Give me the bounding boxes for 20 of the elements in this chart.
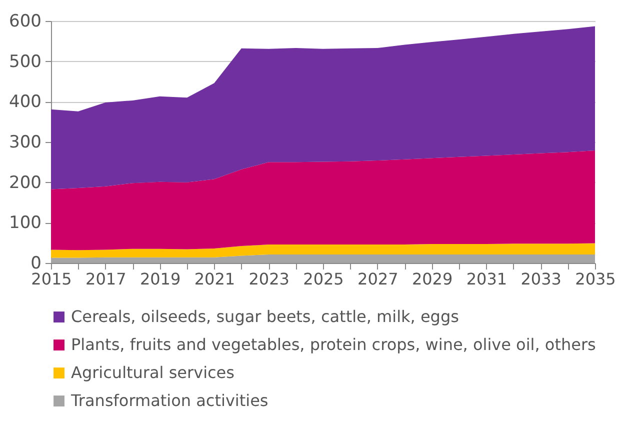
x-tick-label: 2033 bbox=[520, 270, 562, 288]
x-tick-label: 2019 bbox=[140, 270, 181, 288]
x-tick-label: 2021 bbox=[194, 270, 236, 288]
x-tick-label: 2023 bbox=[248, 270, 290, 288]
x-tick-label: 2031 bbox=[466, 270, 508, 288]
x-tick-label: 2025 bbox=[303, 270, 344, 288]
legend-label: Plants, fruits and vegetables, protein crops, wine, olive oil, others bbox=[71, 335, 596, 354]
legend-label: Agricultural services bbox=[71, 363, 234, 382]
x-tick-label: 2029 bbox=[412, 270, 453, 288]
y-tick-label: 500 bbox=[9, 52, 42, 72]
y-tick-label: 200 bbox=[9, 172, 42, 193]
x-tick-label: 2035 bbox=[575, 270, 616, 288]
legend-label: Transformation activities bbox=[70, 391, 268, 410]
y-tick-label: 600 bbox=[9, 12, 42, 32]
y-tick-label: 400 bbox=[9, 92, 42, 112]
y-tick-label: 100 bbox=[9, 213, 42, 234]
legend-label: Cereals, oilseeds, sugar beets, cattle, milk, eggs bbox=[71, 307, 459, 326]
x-tick-label: 2017 bbox=[86, 270, 126, 288]
y-tick-label: 300 bbox=[9, 132, 42, 152]
x-tick-label: 2027 bbox=[358, 270, 398, 288]
